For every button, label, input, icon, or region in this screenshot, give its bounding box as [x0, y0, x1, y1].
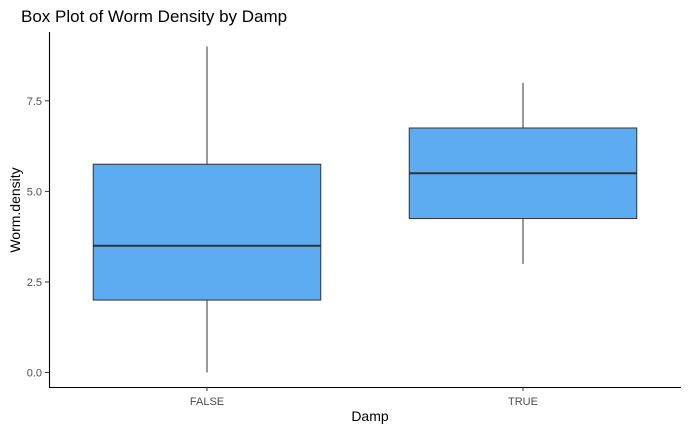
box-false: [92, 163, 322, 301]
y-axis: 0.0 2.5 5.0 7.5: [27, 32, 51, 387]
y-tick-label: 2.5: [27, 277, 42, 289]
y-tick-label: 7.5: [27, 96, 42, 108]
box-group: [92, 46, 638, 373]
y-tick-label: 0.0: [27, 368, 42, 380]
x-tick-label: TRUE: [508, 396, 538, 408]
x-axis: FALSE TRUE: [49, 386, 681, 408]
y-tick-label: 5.0: [27, 186, 42, 198]
x-tick-label: FALSE: [190, 396, 224, 408]
y-axis-title: Worm.density: [7, 167, 23, 252]
x-axis-title: Damp: [351, 408, 389, 424]
chart-title: Box Plot of Worm Density by Damp: [21, 7, 287, 26]
